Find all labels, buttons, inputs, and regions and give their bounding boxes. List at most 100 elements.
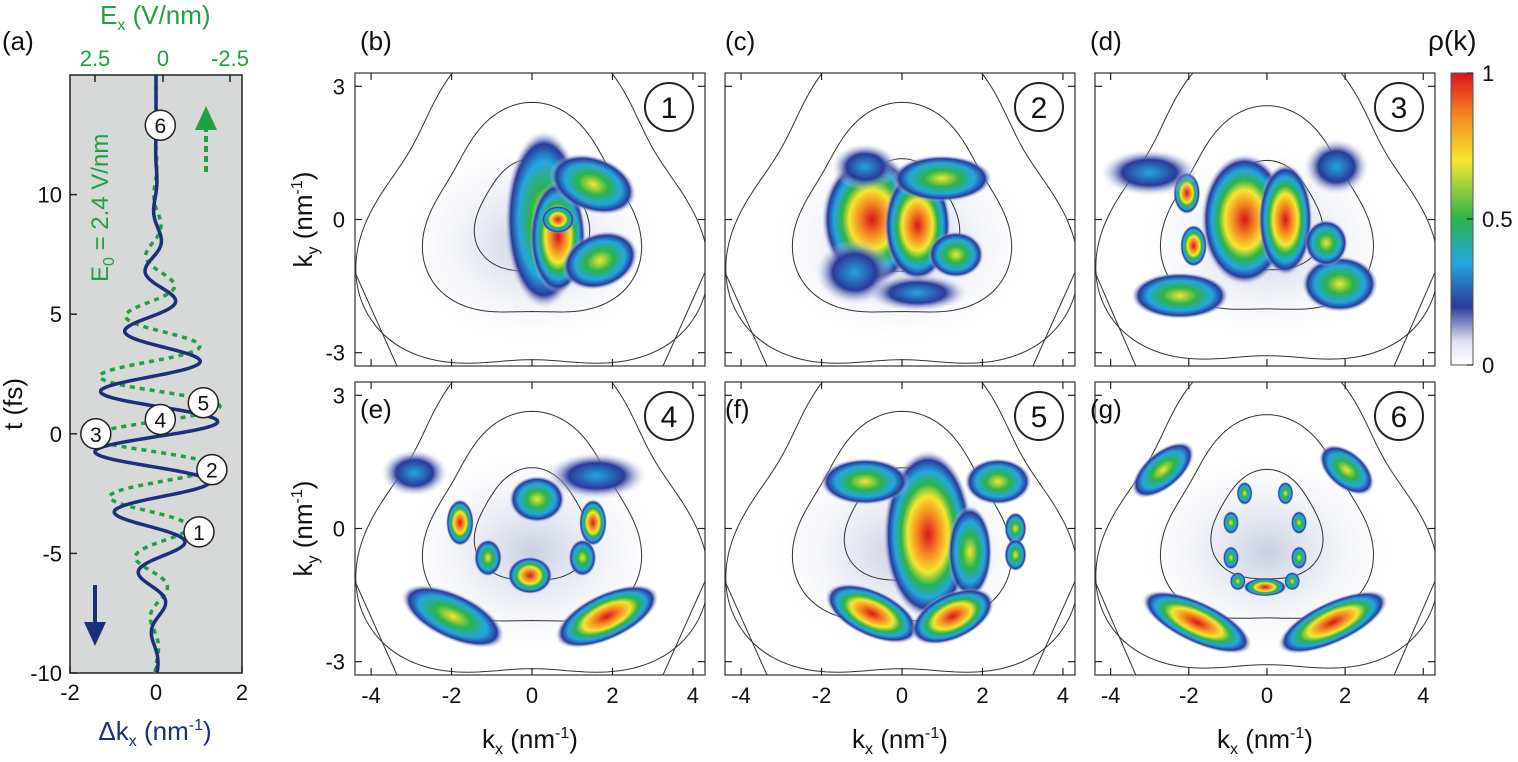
time-index-badge xyxy=(644,82,694,132)
colorbar-tick-label: 1 xyxy=(1482,61,1494,86)
panel-label: (b) xyxy=(360,26,392,56)
density-blob xyxy=(891,155,993,202)
ky-tick-label: -3 xyxy=(325,341,345,366)
panel-ticks xyxy=(1095,73,1435,366)
kx-tick-label: 2 xyxy=(976,683,988,708)
panel-label: (e) xyxy=(360,394,392,424)
zone-boundary-line xyxy=(1032,581,1075,675)
kx-tick-label: -2 xyxy=(812,683,832,708)
band-contour-line xyxy=(725,382,1075,673)
time-marker-1 xyxy=(183,516,215,548)
density-blob xyxy=(380,449,449,497)
density-blob xyxy=(867,273,968,312)
time-index-label: 5 xyxy=(1031,401,1048,434)
kx-tick-label: -2 xyxy=(442,683,462,708)
density-blob xyxy=(964,458,1032,506)
density-blob xyxy=(947,505,993,599)
density-blob xyxy=(1236,481,1253,506)
zone-boundary-line xyxy=(1032,272,1075,366)
panel-ticks: -4 -2 0 2 4 3 0 -3 xyxy=(325,382,705,708)
density-blob xyxy=(1243,577,1287,597)
time-index-label: 4 xyxy=(661,401,678,434)
zone-boundary-line xyxy=(1393,272,1435,366)
time-index-badge xyxy=(644,391,694,441)
density-blob xyxy=(1284,571,1301,591)
time-tick-label: -5 xyxy=(42,541,62,566)
time-tick-label: 5 xyxy=(50,302,62,327)
time-marker-3 xyxy=(80,418,112,450)
panel-label: (c) xyxy=(725,26,755,56)
kx-tick-label: 4 xyxy=(687,683,699,708)
density-blob xyxy=(883,449,973,619)
time-marker-label: 1 xyxy=(193,522,205,545)
time-index-badge xyxy=(1014,391,1064,441)
density-blob xyxy=(1131,272,1229,320)
density-blob xyxy=(507,556,553,595)
kx-tick-label: 2 xyxy=(606,683,618,708)
time-index-label: 2 xyxy=(1031,92,1048,125)
panel-ticks: -4 -2 0 2 4 xyxy=(1095,382,1435,708)
density-blob xyxy=(1142,590,1252,654)
density-blob xyxy=(1301,255,1378,313)
density-panel-4: (e) 4 -4 -2 0 2 4 3 0 -3 kx (nm-1) ky (nm-1) xyxy=(288,381,706,758)
kx-tick-label: -4 xyxy=(1101,683,1121,708)
density-blob xyxy=(831,143,899,191)
kx-tick-label: 2 xyxy=(1339,683,1351,708)
time-marker-label: 3 xyxy=(90,424,102,447)
band-contour-line xyxy=(1095,382,1435,669)
density-blob xyxy=(825,583,919,644)
time-marker-label: 5 xyxy=(197,393,209,416)
band-contour-line xyxy=(1095,73,1435,360)
density-blob xyxy=(1303,138,1370,195)
panel-label: (f) xyxy=(725,394,750,424)
density-blob xyxy=(509,475,565,523)
electric-field-curve xyxy=(89,75,222,673)
density-blob xyxy=(1222,510,1240,535)
density-blob xyxy=(546,452,647,500)
panel-a-label: (a) xyxy=(2,26,34,56)
density-blob xyxy=(1131,441,1195,499)
delta-kx-curve xyxy=(93,75,220,674)
panel-ticks: -4 -2 0 2 4 xyxy=(725,382,1075,708)
kx-tick-label: 4 xyxy=(1057,683,1069,708)
kx-axis-label: kx (nm-1) xyxy=(852,724,948,758)
colorbar-tick-label: 0.5 xyxy=(1482,207,1513,232)
time-index-badge xyxy=(1374,391,1424,441)
band-contour-line xyxy=(355,73,705,364)
time-tick-label: 10 xyxy=(38,183,62,208)
density-panel-1: (b) 1 3 0 -3 ky (nm-1) xyxy=(288,26,706,367)
density-blob xyxy=(549,153,637,215)
time-axis-label: t (fs) xyxy=(0,378,28,430)
dk-tick-label: 2 xyxy=(236,680,248,705)
density-blob xyxy=(561,230,639,291)
panel-label: (g) xyxy=(1090,394,1122,424)
time-index-label: 1 xyxy=(661,92,678,125)
kx-tick-label: 0 xyxy=(1261,683,1273,708)
density-blob xyxy=(1258,163,1313,276)
time-marker-label: 6 xyxy=(154,115,166,138)
panel-label: (d) xyxy=(1090,26,1122,56)
band-contour-line xyxy=(791,101,1013,313)
ky-tick-label: -3 xyxy=(325,650,345,675)
band-contour-line xyxy=(421,101,643,313)
time-index-badge xyxy=(1374,82,1424,132)
up-arrow-icon xyxy=(195,106,217,172)
colorbar-label: ρ(k) xyxy=(1428,25,1477,56)
time-marker-4 xyxy=(144,403,177,436)
density-blob xyxy=(1100,149,1199,197)
ky-tick-label: 3 xyxy=(333,74,345,99)
kx-tick-label: 0 xyxy=(896,683,908,708)
density-blob xyxy=(1222,546,1240,570)
zone-boundary-line xyxy=(1393,581,1435,675)
kx-tick-label: 4 xyxy=(1417,683,1429,708)
density-blob xyxy=(1180,224,1208,267)
zone-boundary-line xyxy=(355,581,398,675)
time-marker-label: 4 xyxy=(154,409,166,432)
ky-tick-label: 0 xyxy=(333,517,345,542)
time-marker-6 xyxy=(144,109,177,141)
zone-boundary-line xyxy=(725,581,768,675)
density-blob xyxy=(401,584,505,649)
down-arrow-icon xyxy=(84,585,106,646)
time-marker-label: 2 xyxy=(206,460,218,483)
